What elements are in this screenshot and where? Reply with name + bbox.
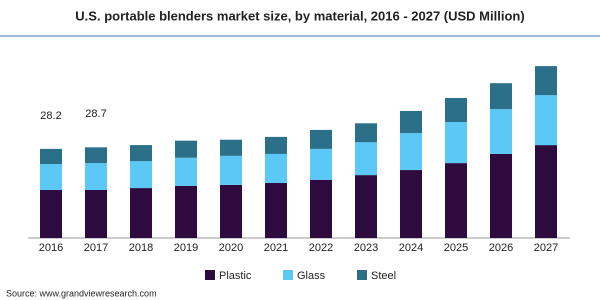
bar-segment [535,66,557,96]
bar-segment [40,148,62,165]
bar-segment [535,145,557,238]
bar-segment [220,139,242,156]
bar-segment [535,95,557,146]
bar-segment [265,183,287,238]
bar-segment [40,189,62,238]
x-tick-label: 2022 [309,242,333,254]
legend-label: Glass [297,270,326,282]
x-tick-label: 2026 [489,242,513,254]
bar-segment [220,184,242,238]
legend-swatch [357,270,367,280]
bar-segment [85,163,107,190]
x-tick-label: 2018 [129,242,153,254]
total-label: 28.7 [85,108,106,120]
total-label: 28.2 [40,110,61,122]
x-tick-label: 2025 [444,242,468,254]
bar-segment [310,179,332,238]
bar-segment [400,110,422,134]
x-tick-label: 2027 [534,242,558,254]
x-tick-label: 2017 [84,242,108,254]
bar-segment [175,185,197,238]
bar-segment [265,153,287,184]
x-tick-label: 2020 [219,242,243,254]
bar-segment [265,136,287,154]
bar-segment [175,140,197,158]
chart-title: U.S. portable blenders market size, by m… [75,8,524,23]
bar-segment [85,189,107,238]
x-tick-label: 2019 [174,242,198,254]
bar-segment [40,164,62,190]
bar-segment [220,155,242,185]
source: Source: www.grandviewresearch.com [6,288,157,298]
x-tick-label: 2023 [354,242,378,254]
bar-segment [310,148,332,180]
bar-segment [85,147,107,164]
bar-segment [400,170,422,238]
bar-segment [445,163,467,238]
bar-segment [175,157,197,186]
bar-segment [490,153,512,238]
bar-segment [490,109,512,154]
x-tick-label: 2016 [39,242,63,254]
bar-segment [355,175,377,238]
legend-label: Steel [371,270,396,282]
legend-swatch [205,270,215,280]
bar-segment [355,123,377,143]
bar-segment [445,98,467,123]
bar-segment [310,129,332,149]
bar-segment [490,83,512,110]
bar-segment [130,161,152,189]
legend-label: Plastic [219,270,252,282]
bar-segment [400,133,422,171]
x-tick-label: 2024 [399,242,423,254]
legend-swatch [283,270,293,280]
bar-segment [130,145,152,162]
bar-segment [130,188,152,238]
x-tick-label: 2021 [264,242,288,254]
bar-segment [445,122,467,164]
bar-segment [355,142,377,176]
